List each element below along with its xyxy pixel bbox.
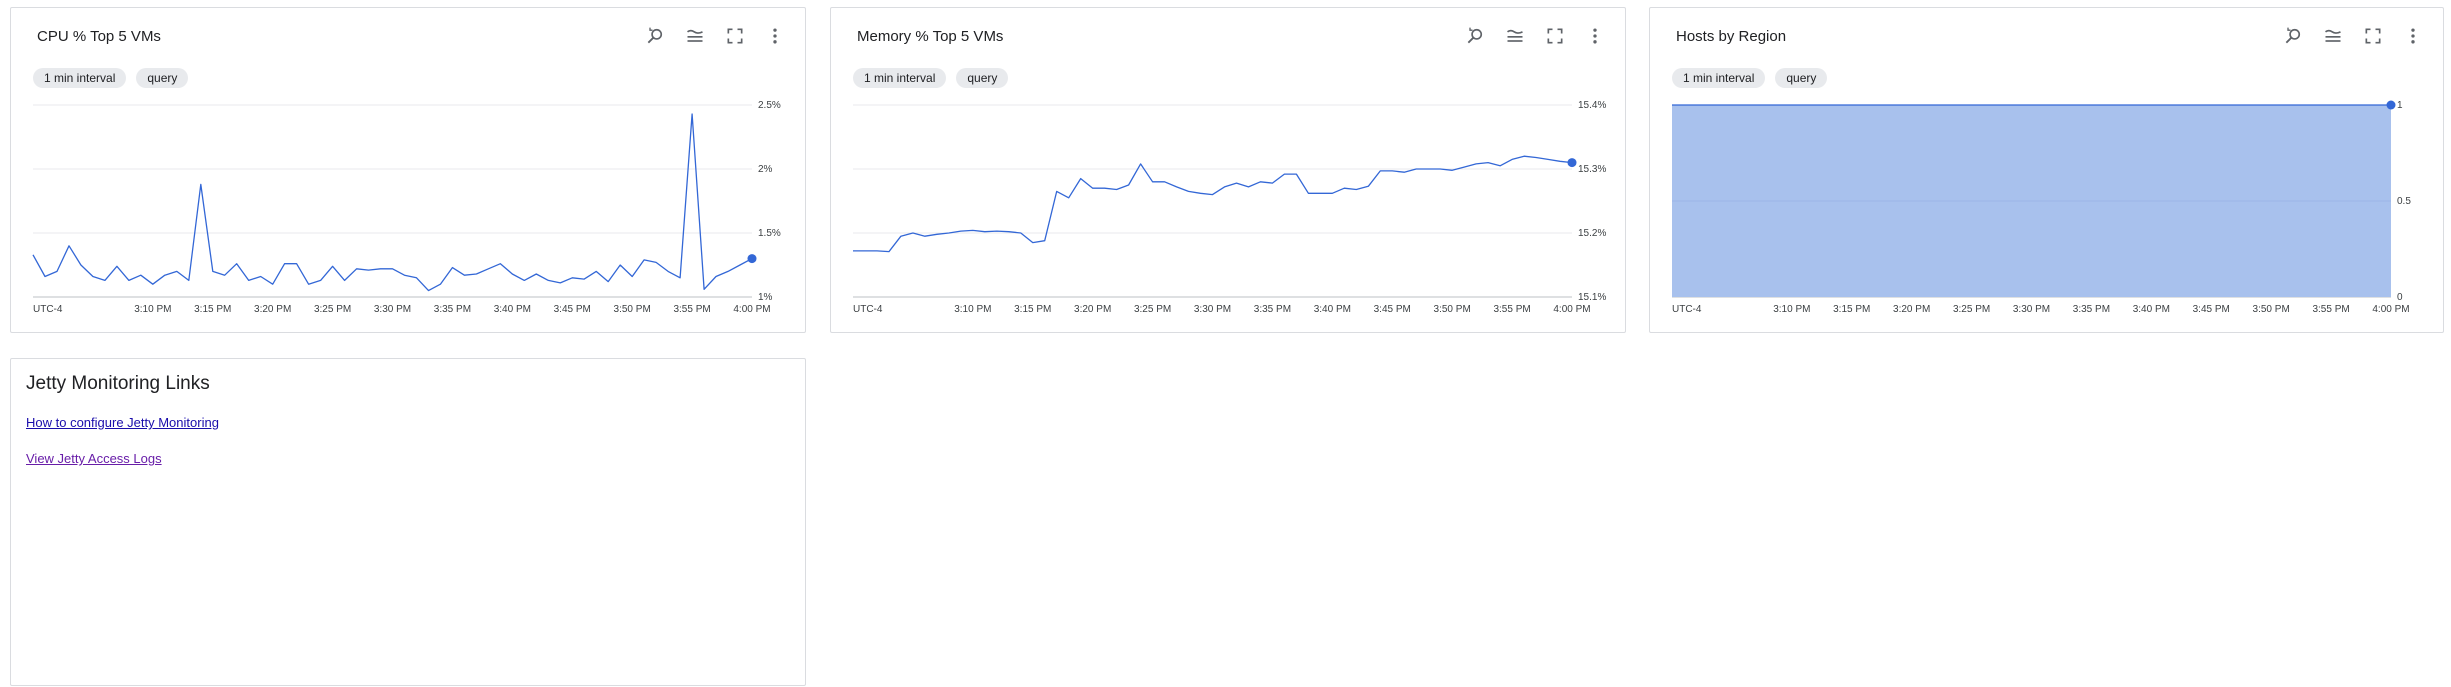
x-tick-label: 3:50 PM [614,304,651,315]
chart-title: CPU % Top 5 VMs [37,28,161,45]
fullscreen-icon[interactable] [1543,24,1567,48]
y-tick-label: 1.5% [758,228,781,239]
chart-toolbar [2281,24,2425,48]
cpu-chart-card: CPU % Top 5 VMs 1 min interval query 1% 1… [10,7,806,333]
query-chip[interactable]: query [1775,68,1828,88]
timezone-label: UTC-4 [33,304,63,315]
y-tick-label: 1% [758,292,773,303]
x-tick-label: 3:55 PM [673,304,710,315]
memory-line-chart: 15.1% 15.2% 15.3% 15.4% UTC-4 3:10 PM 3:15 PM 3… [853,100,1606,315]
x-tick-label: 3:25 PM [1134,304,1171,315]
chip-row: 1 min interval query [1672,68,1828,88]
y-tick-label: 15.1% [1578,292,1606,303]
x-tick-label: 3:15 PM [1014,304,1051,315]
legend-icon[interactable] [2321,24,2345,48]
zoom-reset-icon[interactable] [643,24,667,48]
last-point-marker[interactable] [2386,100,2396,110]
fullscreen-icon[interactable] [2361,24,2385,48]
timezone-label: UTC-4 [853,304,883,315]
y-tick-label: 15.3% [1578,164,1606,175]
zoom-reset-icon[interactable] [2281,24,2305,48]
hosts-chart-card: Hosts by Region 1 min interval query 0 0.… [1649,7,2444,333]
more-vert-icon[interactable] [763,24,787,48]
legend-icon[interactable] [683,24,707,48]
timezone-label: UTC-4 [1672,304,1702,315]
x-tick-label: 3:45 PM [1374,304,1411,315]
y-tick-label: 0.5 [2397,196,2411,207]
more-vert-icon[interactable] [2401,24,2425,48]
y-tick-label: 2% [758,164,773,175]
chart-toolbar [643,24,787,48]
chip-row: 1 min interval query [853,68,1009,88]
last-point-marker[interactable] [747,254,757,264]
x-tick-label: 3:15 PM [194,304,231,315]
memory-chart-card: Memory % Top 5 VMs 1 min interval query … [830,7,1626,333]
x-tick-label: 3:50 PM [1434,304,1471,315]
zoom-reset-icon[interactable] [1463,24,1487,48]
x-tick-label: 3:45 PM [554,304,591,315]
x-tick-label: 3:10 PM [1773,304,1810,315]
jetty-links-card: Jetty Monitoring Links How to configure … [10,358,806,686]
configure-jetty-link[interactable]: How to configure Jetty Monitoring [26,415,219,430]
chart-title: Hosts by Region [1676,28,1787,45]
x-tick-label: 3:25 PM [1953,304,1990,315]
y-tick-label: 15.2% [1578,228,1606,239]
x-tick-label: 3:20 PM [254,304,291,315]
legend-icon[interactable] [1503,24,1527,48]
interval-chip[interactable]: 1 min interval [1672,68,1766,88]
x-tick-label: 3:10 PM [134,304,171,315]
series-line [32,113,753,292]
x-tick-label: 3:30 PM [2013,304,2050,315]
chip-row: 1 min interval query [33,68,189,88]
x-tick-label: 3:40 PM [2133,304,2170,315]
more-vert-icon[interactable] [1583,24,1607,48]
jetty-access-logs-link[interactable]: View Jetty Access Logs [26,451,162,466]
y-tick-label: 1 [2397,100,2403,111]
x-tick-label: 3:10 PM [954,304,991,315]
x-tick-label: 3:20 PM [1074,304,1111,315]
x-tick-label: 3:35 PM [434,304,471,315]
chart-title: Memory % Top 5 VMs [857,28,1004,45]
x-tick-label: 3:25 PM [314,304,351,315]
x-tick-label: 4:00 PM [733,304,770,315]
cpu-line-chart: 1% 1.5% 2% 2.5% UTC-4 3:10 PM 3:15 PM 3:20 PM 3:… [32,100,781,315]
y-tick-label: 0 [2397,292,2403,303]
x-tick-label: 3:55 PM [1493,304,1530,315]
y-tick-label: 15.4% [1578,100,1606,111]
interval-chip[interactable]: 1 min interval [33,68,127,88]
x-tick-label: 3:20 PM [1893,304,1930,315]
x-tick-label: 3:30 PM [374,304,411,315]
x-tick-label: 4:00 PM [2372,304,2409,315]
x-tick-label: 3:50 PM [2253,304,2290,315]
x-tick-label: 3:15 PM [1833,304,1870,315]
last-point-marker[interactable] [1567,158,1577,168]
x-tick-label: 3:40 PM [1314,304,1351,315]
x-tick-label: 3:35 PM [1254,304,1291,315]
series-line [853,155,1573,253]
links-card-title: Jetty Monitoring Links [26,373,210,394]
x-tick-label: 3:40 PM [494,304,531,315]
x-tick-label: 4:00 PM [1553,304,1590,315]
query-chip[interactable]: query [136,68,189,88]
y-tick-label: 2.5% [758,100,781,111]
interval-chip[interactable]: 1 min interval [853,68,947,88]
fullscreen-icon[interactable] [723,24,747,48]
chart-toolbar [1463,24,1607,48]
x-tick-label: 3:45 PM [2193,304,2230,315]
x-tick-label: 3:30 PM [1194,304,1231,315]
hosts-area-chart: 0 0.5 1 UTC-4 3:10 PM 3:15 PM 3:20 PM 3:25 PM 3:… [1672,100,2411,315]
query-chip[interactable]: query [956,68,1009,88]
x-tick-label: 3:35 PM [2073,304,2110,315]
x-tick-label: 3:55 PM [2312,304,2349,315]
